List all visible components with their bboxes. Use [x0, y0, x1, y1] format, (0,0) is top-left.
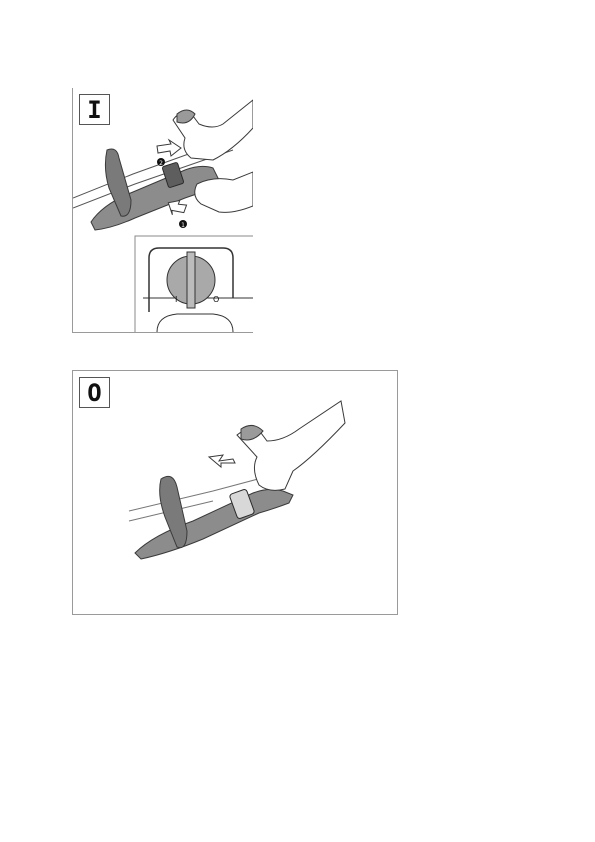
rotary-switch-icon: I O: [134, 235, 253, 332]
switch-off-illustration: O: [72, 370, 398, 615]
push-arrow-icon: [156, 138, 188, 215]
svg-text:I: I: [175, 295, 177, 304]
push-arrow-icon: [207, 454, 236, 469]
svg-text:2: 2: [159, 160, 163, 167]
handlebar-on-drawing: 2 1 I O: [73, 99, 253, 332]
step-1-marker: [179, 220, 187, 228]
on-symbol-label: I: [79, 94, 110, 125]
svg-text:O: O: [213, 295, 219, 304]
off-symbol-label: O: [79, 377, 110, 408]
switch-on-illustration: I 2 1 I O: [72, 88, 253, 333]
svg-text:1: 1: [181, 222, 185, 229]
handlebar-off-drawing: [128, 400, 346, 560]
step-2-marker: [157, 158, 165, 166]
